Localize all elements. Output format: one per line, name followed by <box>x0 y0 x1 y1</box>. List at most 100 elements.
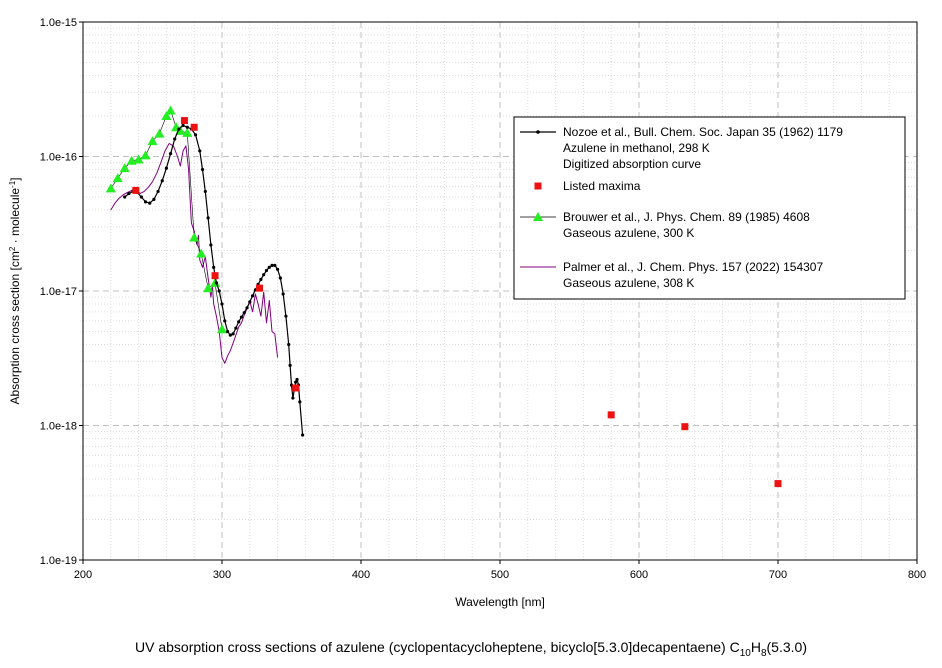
series-nozoe-point <box>164 166 168 170</box>
legend-symbols <box>520 130 556 268</box>
series-nozoe-point <box>214 281 219 285</box>
series-brouwer-point <box>140 150 151 160</box>
series-nozoe-point <box>148 201 152 205</box>
axis-ticks: 200 300 400 500 600 700 800 1.0e-19 1.0e-18 1.0e-… <box>40 17 926 581</box>
series-nozoe-point <box>259 277 263 281</box>
series-nozoe-point <box>281 292 285 296</box>
series-nozoe-point <box>278 276 282 280</box>
x-tick-label: 400 <box>352 569 370 581</box>
series-maxima-point <box>180 117 188 125</box>
series-nozoe-point <box>237 320 241 324</box>
series-nozoe-point <box>234 326 238 330</box>
series-nozoe-point <box>123 195 127 199</box>
legend-box <box>513 116 906 300</box>
series-nozoe-point <box>250 294 255 298</box>
legend-entries: Nozoe et al., Bull. Chem. Soc. Japan 35 … <box>563 125 843 290</box>
series-nozoe-point <box>245 306 249 310</box>
series-nozoe-point <box>273 263 277 268</box>
y-axis-title-part2: · molecule <box>8 188 22 247</box>
series-maxima-point <box>256 284 264 292</box>
x-tick-label: 700 <box>769 569 787 581</box>
series-nozoe-point <box>288 363 292 367</box>
y-tick-label: 1.0e-18 <box>40 421 77 433</box>
series-nozoe-point <box>139 195 143 199</box>
legend-symbol-nozoe-point <box>536 130 540 134</box>
series-nozoe-point <box>206 216 210 220</box>
series-nozoe-point <box>298 400 302 404</box>
caption-h: H <box>750 639 761 655</box>
legend-symbol-maxima <box>534 182 542 190</box>
series-brouwer-point <box>147 136 158 146</box>
series-nozoe-point <box>209 243 213 247</box>
series-maxima-point <box>211 272 219 280</box>
series-nozoe-point <box>248 300 252 304</box>
series-brouwer-point <box>154 128 165 138</box>
series-brouwer-point <box>189 232 200 242</box>
series-brouwer-point <box>165 105 176 115</box>
series-nozoe-point <box>223 319 227 323</box>
caption-main: UV absorption cross sections of azulene … <box>135 639 740 655</box>
series-nozoe-point <box>212 265 216 269</box>
series-nozoe-point <box>267 265 271 269</box>
series-nozoe-point <box>217 289 221 293</box>
legend-entry-nozoe-line1: Nozoe et al., Bull. Chem. Soc. Japan 35 … <box>563 125 843 139</box>
caption-tail: (5.3.0) <box>766 639 807 655</box>
legend-entry-brouwer-line1: Brouwer et al., J. Phys. Chem. 89 (1985)… <box>563 210 810 224</box>
series-nozoe-point <box>160 179 164 183</box>
series-nozoe-point <box>242 311 246 315</box>
series-nozoe-point <box>156 189 160 194</box>
series-nozoe-point <box>203 189 207 194</box>
series-nozoe-point <box>295 377 299 382</box>
series-nozoe-point <box>198 149 202 153</box>
caption-sub2: 8 <box>760 647 767 659</box>
chart-caption: UV absorption cross sections of azulene … <box>0 639 942 659</box>
series-nozoe-point <box>228 333 232 337</box>
series-nozoe-point <box>220 302 224 306</box>
x-tick-label: 300 <box>213 569 231 581</box>
series-maxima-point <box>132 186 140 194</box>
series-maxima-point <box>292 384 300 392</box>
series-nozoe-point <box>301 433 305 437</box>
y-axis-title: Absorption cross section [cm2 · molecule… <box>8 177 23 404</box>
caption-sub1: 10 <box>739 647 751 659</box>
y-axis-title-part1: Absorption cross section [cm <box>8 251 22 404</box>
series-nozoe-point <box>173 137 177 141</box>
legend-entry-maxima: Listed maxima <box>563 179 641 193</box>
y-axis-title-part3: ] <box>8 177 22 180</box>
x-axis-title: Wavelength [nm] <box>455 595 545 609</box>
series-group <box>105 105 782 488</box>
series-palmer-line <box>110 143 279 364</box>
series-nozoe-point <box>287 342 291 347</box>
series-nozoe-point <box>239 315 244 319</box>
series-maxima-point <box>681 423 689 431</box>
series-maxima-point <box>774 480 782 488</box>
series-nozoe-point <box>200 167 205 172</box>
y-axis-title-sup1: 2 <box>8 246 17 251</box>
x-tick-label: 600 <box>630 569 648 581</box>
y-tick-label: 1.0e-19 <box>40 555 77 567</box>
legend-entry-brouwer-line2: Gaseous azulene, 300 K <box>563 226 694 240</box>
series-brouwer-point <box>119 163 130 173</box>
legend: Nozoe et al., Bull. Chem. Soc. Japan 35 … <box>513 116 906 300</box>
series-nozoe-point <box>193 133 198 137</box>
series-nozoe-point <box>262 273 266 277</box>
series-nozoe-point <box>143 200 148 204</box>
series-maxima-point <box>190 123 198 131</box>
series-brouwer-point <box>161 111 172 121</box>
series-nozoe-point <box>231 332 235 336</box>
series-brouwer-point <box>182 127 193 137</box>
y-tick-label: 1.0e-17 <box>40 286 77 298</box>
legend-symbol-brouwer-marker <box>533 212 543 221</box>
x-tick-label: 800 <box>908 569 926 581</box>
series-nozoe-point <box>284 314 288 318</box>
series-brouwer-point <box>133 154 144 164</box>
series-brouwer-point <box>126 155 137 165</box>
series-brouwer-point <box>217 324 227 334</box>
series-nozoe-point <box>291 396 295 400</box>
series-nozoe-point <box>177 127 181 131</box>
y-axis-title-sup2: -1 <box>8 180 17 188</box>
x-tick-label: 500 <box>491 569 509 581</box>
series-nozoe-point <box>225 329 230 334</box>
series-brouwer-line <box>110 110 223 330</box>
